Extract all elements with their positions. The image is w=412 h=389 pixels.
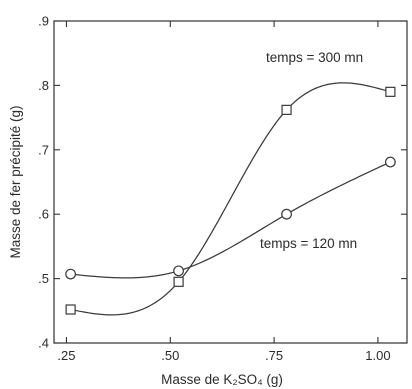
square-marker xyxy=(281,104,292,115)
annotation-120: temps = 120 mn xyxy=(260,236,357,251)
y-tick-label: .5 xyxy=(38,271,49,286)
y-axis-ticks: .4 .5 .6 .7 .8 .9 xyxy=(38,14,407,351)
x-tick-label: 1.00 xyxy=(365,348,390,363)
circle-marker xyxy=(281,208,292,220)
square-marker xyxy=(65,304,76,315)
series-line-2 xyxy=(70,161,391,279)
circle-marker xyxy=(173,265,184,277)
x-axis-title: Masse de K₂SO₄ (g) xyxy=(161,372,283,387)
square-marker xyxy=(173,276,184,287)
x-axis-ticks: .25 .50 .75 1.00 xyxy=(57,21,391,363)
series-markers xyxy=(65,86,396,315)
plot-frame xyxy=(53,20,408,344)
series-line-1 xyxy=(70,82,391,316)
square-marker xyxy=(385,86,396,97)
y-tick-label: .8 xyxy=(38,78,49,93)
series-curves xyxy=(70,82,391,316)
circle-marker xyxy=(384,156,396,168)
y-tick-label: .7 xyxy=(38,142,49,157)
y-tick-label: .6 xyxy=(38,207,49,222)
x-tick-label: .50 xyxy=(161,348,179,363)
circle-marker xyxy=(65,268,77,280)
y-tick-label: .4 xyxy=(38,336,49,351)
x-tick-label: .75 xyxy=(265,348,283,363)
y-tick-label: .9 xyxy=(38,14,49,29)
y-axis-title: Masse de fer précipité (g) xyxy=(8,105,23,258)
x-tick-label: .25 xyxy=(57,348,75,363)
annotation-300: temps = 300 mn xyxy=(266,50,363,65)
